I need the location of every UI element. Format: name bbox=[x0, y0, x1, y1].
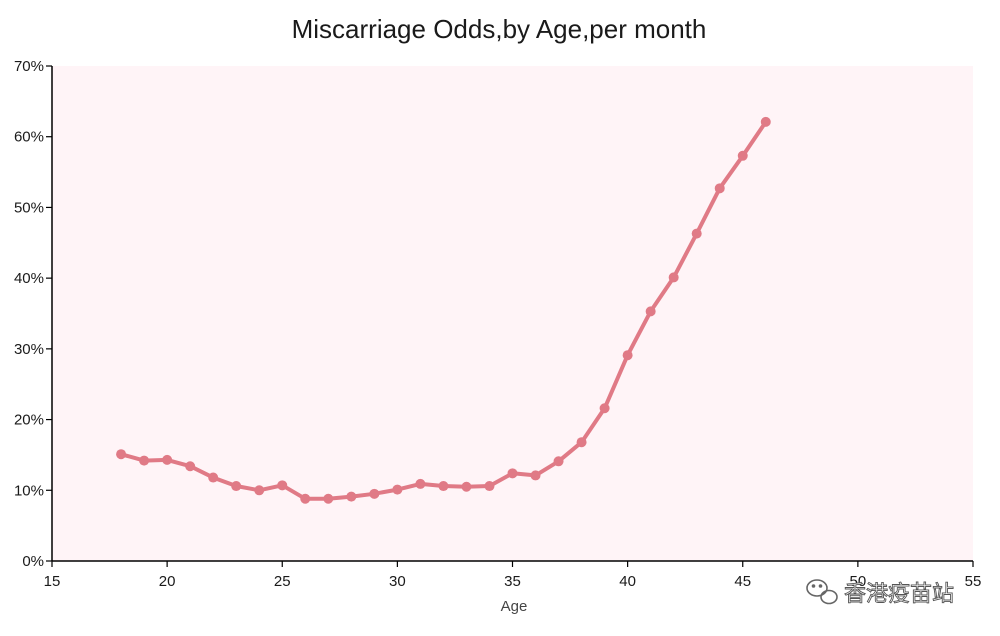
data-point bbox=[668, 272, 679, 283]
data-point bbox=[576, 437, 587, 448]
watermark: 香港疫苗站 bbox=[806, 579, 954, 607]
data-point bbox=[323, 493, 334, 504]
data-point bbox=[645, 306, 656, 317]
data-point bbox=[760, 116, 771, 127]
y-axis: 0% 10% 20% 30% 40% 50% 60% 70% bbox=[14, 58, 52, 570]
data-point bbox=[346, 491, 357, 502]
data-point bbox=[116, 449, 127, 460]
data-point bbox=[553, 456, 564, 467]
x-tick-label: 45 bbox=[734, 573, 751, 590]
y-tick-label: 60% bbox=[14, 129, 44, 146]
data-point bbox=[415, 478, 426, 489]
data-point bbox=[277, 480, 288, 491]
data-point bbox=[622, 350, 633, 361]
data-point bbox=[737, 150, 748, 161]
data-point bbox=[254, 485, 265, 496]
y-tick-label: 0% bbox=[22, 553, 44, 570]
x-tick-label: 40 bbox=[619, 573, 636, 590]
y-tick-label: 70% bbox=[14, 58, 44, 75]
x-tick-label: 25 bbox=[274, 573, 291, 590]
x-tick-label: 20 bbox=[159, 573, 176, 590]
x-tick-label: 50 bbox=[850, 573, 867, 590]
data-point bbox=[208, 472, 219, 483]
y-tick-label: 40% bbox=[14, 270, 44, 287]
data-point bbox=[231, 481, 242, 492]
x-tick-label: 30 bbox=[389, 573, 406, 590]
chart-title: Miscarriage Odds,by Age,per month bbox=[292, 14, 707, 44]
plot-area bbox=[52, 66, 973, 561]
y-tick-label: 20% bbox=[14, 412, 44, 429]
data-point bbox=[185, 461, 196, 472]
wechat-icon bbox=[806, 579, 838, 605]
data-point bbox=[139, 455, 150, 466]
data-point bbox=[530, 470, 541, 481]
x-axis: 15 20 25 30 35 40 45 50 55 bbox=[44, 561, 982, 590]
data-point bbox=[438, 481, 449, 492]
data-point bbox=[461, 481, 472, 492]
data-points bbox=[116, 116, 771, 504]
data-point bbox=[369, 488, 380, 499]
data-point bbox=[392, 484, 403, 495]
data-point bbox=[162, 454, 173, 465]
x-tick-label: 15 bbox=[44, 573, 61, 590]
y-tick-label: 10% bbox=[14, 482, 44, 499]
data-point bbox=[507, 468, 518, 479]
data-point bbox=[599, 403, 610, 414]
x-tick-label: 35 bbox=[504, 573, 521, 590]
y-tick-label: 30% bbox=[14, 341, 44, 358]
watermark-text: 香港疫苗站 bbox=[844, 582, 954, 607]
data-point bbox=[300, 493, 311, 504]
x-tick-label: 55 bbox=[965, 573, 982, 590]
x-axis-label: Age bbox=[501, 598, 528, 615]
data-point bbox=[484, 481, 495, 492]
data-point bbox=[691, 228, 702, 239]
y-tick-label: 50% bbox=[14, 199, 44, 216]
data-point bbox=[714, 183, 725, 194]
